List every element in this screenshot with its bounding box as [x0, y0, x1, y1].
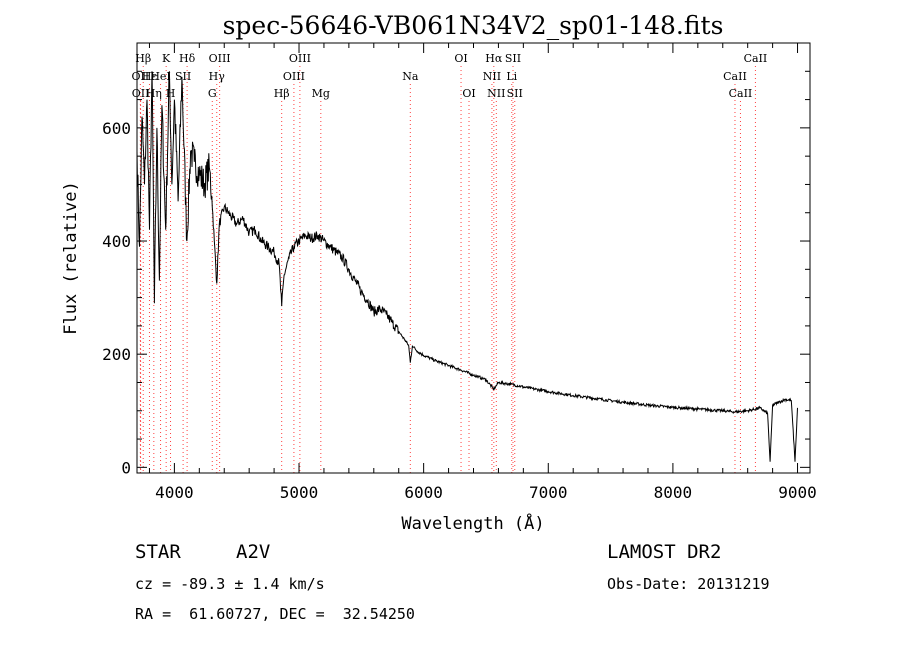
y-axis-ticks: 0 200 400 600: [102, 70, 810, 477]
y-tick-label: 200: [102, 345, 131, 364]
class-label: STAR: [135, 541, 181, 563]
line-label: Hβ: [274, 87, 290, 100]
obs-date: Obs-Date: 20131219: [607, 575, 770, 593]
line-label: Hε: [142, 70, 158, 83]
line-label: SII: [507, 87, 523, 100]
survey-label: LAMOST DR2: [607, 541, 722, 563]
y-tick-label: 600: [102, 119, 131, 138]
line-label: OIII: [209, 52, 231, 65]
x-axis-label: Wavelength (Å): [401, 512, 544, 534]
line-label: NII: [483, 70, 501, 83]
line-label: Na: [402, 70, 419, 83]
cz-value: cz = -89.3 ± 1.4 km/s: [135, 575, 325, 593]
x-tick-label: 4000: [155, 483, 194, 502]
spectral-line-markers: [139, 66, 756, 473]
line-label: Hα: [485, 52, 503, 65]
line-label: NII: [487, 87, 505, 100]
line-label: HeI: [150, 70, 170, 83]
line-label: OIII: [289, 52, 311, 65]
line-label: SII: [505, 52, 521, 65]
x-tick-label: 5000: [280, 483, 319, 502]
line-label: OI: [462, 87, 475, 100]
y-axis-label: Flux (relative): [61, 181, 81, 335]
subclass-label: A2V: [236, 541, 271, 563]
x-tick-label: 7000: [529, 483, 568, 502]
spectrum-line: [136, 71, 798, 462]
x-tick-label: 9000: [778, 483, 817, 502]
chart-title: spec-56646-VB061N34V2_sp01-148.fits: [223, 11, 724, 40]
x-tick-label: 6000: [404, 483, 443, 502]
y-tick-label: 0: [121, 458, 131, 477]
line-label: OII: [132, 70, 150, 83]
line-label: Hγ: [209, 70, 226, 83]
line-label: OII: [132, 87, 150, 100]
line-label: H: [166, 87, 176, 100]
line-label: Li: [506, 70, 517, 83]
line-label: OI: [454, 52, 467, 65]
x-axis-ticks: 4000 5000 6000 7000 8000 9000: [148, 43, 817, 502]
y-tick-label: 400: [102, 232, 131, 251]
line-label: Hδ: [179, 52, 196, 65]
coordinates: RA = 61.60727, DEC = 32.54250: [135, 605, 415, 623]
line-label: G: [208, 87, 217, 100]
line-label: CaII: [744, 52, 768, 65]
line-label: K: [162, 52, 171, 65]
line-label: Mg: [312, 87, 330, 100]
line-label: CaII: [723, 70, 747, 83]
line-label: Hβ: [135, 52, 151, 65]
line-label: OIII: [283, 70, 305, 83]
x-tick-label: 8000: [654, 483, 693, 502]
line-label: CaII: [729, 87, 753, 100]
line-label: SII: [175, 70, 191, 83]
line-label: Hη: [146, 87, 162, 100]
plot-frame: [136, 42, 811, 474]
